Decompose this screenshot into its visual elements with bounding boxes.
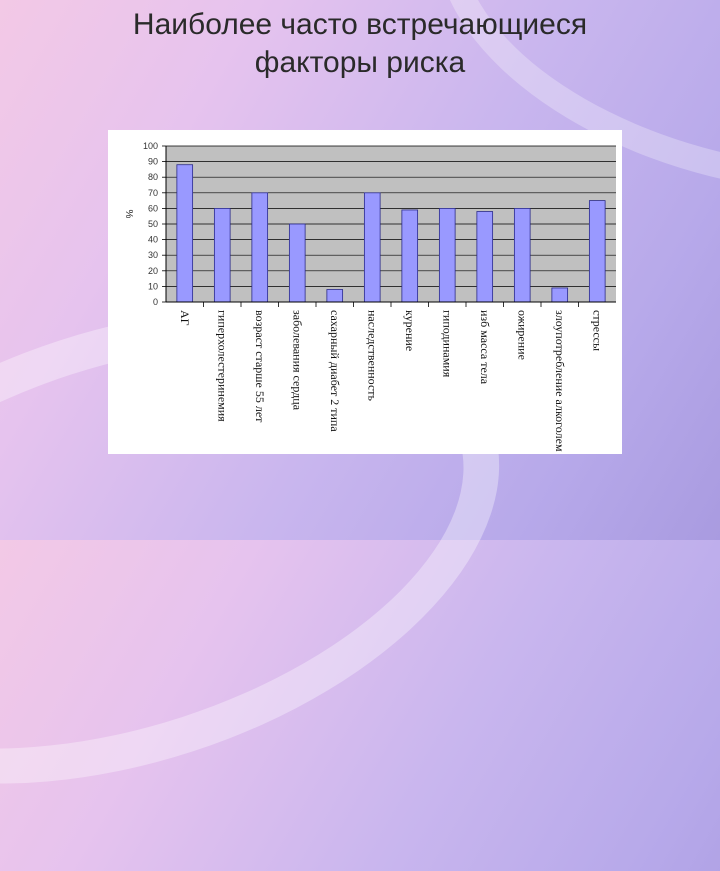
x-category-label: гиподинамия (440, 310, 454, 378)
x-category-label: ожирение (515, 310, 529, 360)
bar (476, 211, 494, 303)
y-tick-label: 50 (148, 219, 158, 229)
y-tick-label: 0 (153, 297, 158, 307)
y-axis-ticks: 0 10 20 30 40 50 60 70 80 90 100 (143, 141, 166, 307)
bar-chart: 0 10 20 30 40 50 60 70 80 90 100 АГ гиперхолестерин… (123, 141, 616, 452)
y-tick-label: 10 (148, 281, 158, 291)
y-tick-label: 90 (148, 157, 158, 167)
slide-title: Наиболее часто встречающиеся факторы рис… (0, 6, 720, 82)
x-category-label: курение (403, 310, 417, 351)
bars (176, 164, 606, 303)
x-category-label: злоупотребление алкоголем (553, 310, 567, 452)
x-category-label: гиперхолестеринемия (215, 310, 229, 422)
bar (326, 289, 344, 303)
y-tick-label: 40 (148, 235, 158, 245)
chart-panel: 0 10 20 30 40 50 60 70 80 90 100 АГ гиперхолестерин… (108, 130, 622, 454)
x-category-label: сахарный диабет 2 типа (328, 310, 342, 432)
x-category-label: стрессы (590, 310, 604, 351)
bar (551, 287, 569, 303)
y-tick-label: 80 (148, 172, 158, 182)
bar (251, 192, 269, 303)
y-tick-label: 100 (143, 141, 158, 151)
x-category-label: АГ (178, 310, 192, 326)
bar (363, 192, 381, 303)
bar (176, 164, 194, 303)
bar (588, 200, 606, 303)
y-tick-label: 60 (148, 203, 158, 213)
x-category-label: возраст старше 55 лет (253, 310, 267, 423)
bar (401, 209, 419, 303)
bar (438, 208, 456, 303)
y-tick-label: 20 (148, 266, 158, 276)
y-tick-label: 70 (148, 188, 158, 198)
gridlines (166, 145, 616, 287)
x-category-label: изб масса тела (478, 310, 492, 385)
bar (513, 208, 531, 303)
x-category-label: заболевания сердца (290, 310, 304, 411)
slide-title-line-2: факторы риска (254, 46, 466, 79)
slide-title-line-1: Наиболее часто встречающиеся (132, 8, 588, 41)
bar (288, 223, 306, 303)
x-category-label: наследственность (365, 310, 379, 402)
bar (213, 208, 231, 303)
x-axis-categories: АГ гиперхолестеринемия возраст старше 55 л… (178, 302, 604, 452)
y-axis-label: % (123, 210, 134, 219)
y-tick-label: 30 (148, 250, 158, 260)
